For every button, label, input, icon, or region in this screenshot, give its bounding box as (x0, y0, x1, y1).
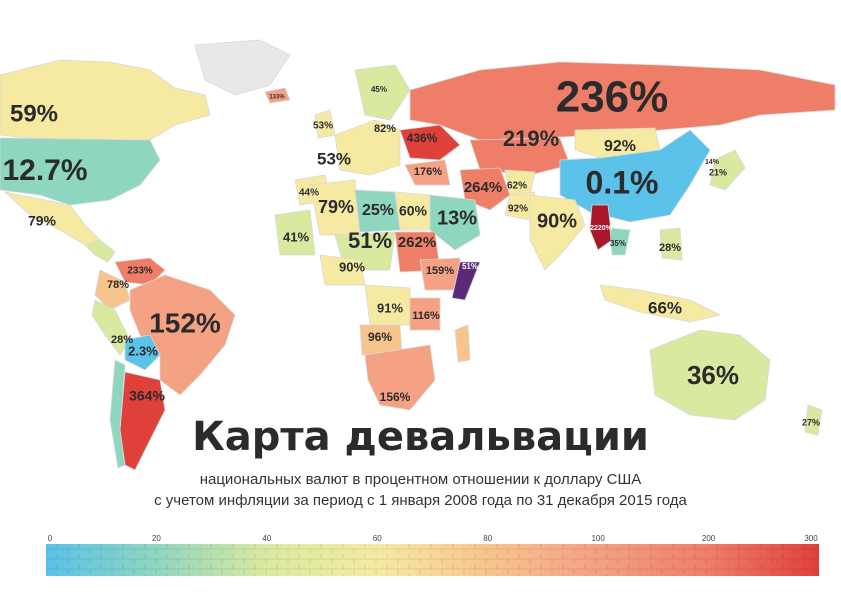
label-algeria: 79% (318, 197, 354, 217)
region-madagascar (454, 324, 471, 363)
label-new-zealand: 27% (802, 417, 820, 427)
region-peru (91, 299, 131, 356)
label-drc: 91% (377, 300, 403, 315)
label-india: 90% (537, 210, 577, 232)
label-south-africa: 156% (380, 390, 411, 404)
region-scandinavia (354, 64, 411, 121)
label-morocco: 44% (299, 188, 319, 199)
label-canada: 59% (10, 100, 58, 127)
label-russia: 236% (556, 73, 669, 122)
region-chile (109, 359, 126, 469)
label-korea: 14% (705, 159, 720, 166)
label-afghanistan: 62% (507, 181, 527, 192)
region-central-america (84, 239, 116, 263)
label-usa: 12.7% (2, 154, 87, 187)
label-nigeria: 90% (339, 259, 365, 274)
label-ukraine: 436% (407, 131, 438, 145)
scale-bar-texture (46, 544, 819, 576)
label-uk: 53% (313, 121, 333, 132)
region-egypt (394, 191, 431, 231)
label-myanmar: 2220% (590, 225, 613, 232)
label-brazil: 152% (149, 307, 221, 338)
region-kazakhstan (469, 137, 571, 176)
region-russia (409, 61, 836, 141)
world-map: 236% 59% 12.7% 79% 152% 364% 2.3% 28% 78… (0, 39, 836, 470)
region-colombia (94, 269, 131, 311)
label-pakistan: 92% (508, 204, 528, 215)
region-iceland (264, 87, 291, 104)
region-china (559, 129, 711, 223)
label-angola: 96% (368, 330, 392, 344)
label-mongolia: 92% (604, 138, 636, 155)
label-iran: 264% (464, 179, 502, 196)
region-brazil (129, 274, 236, 396)
region-somalia (451, 261, 481, 301)
region-philippines (659, 227, 683, 261)
label-peru: 28% (111, 334, 133, 346)
subtitle-line-2: с учетом инфляции за период с 1 января 2… (154, 492, 687, 509)
scale-tick-label: 0 (48, 534, 53, 543)
color-scale-legend: 0 20 40 60 80 100 200 300 (46, 534, 819, 576)
region-australia (649, 329, 771, 421)
label-ethiopia: 159% (426, 265, 454, 277)
subtitle-line-1: национальных валют в процентном отношени… (199, 471, 642, 488)
region-venezuela (114, 257, 166, 286)
label-bolivia: 2.3% (128, 343, 158, 358)
region-indonesia (599, 284, 722, 323)
scale-tick-label: 300 (804, 534, 818, 543)
label-japan: 21% (709, 167, 727, 177)
label-philippines: 28% (659, 242, 681, 254)
scale-tick-label: 60 (373, 534, 382, 543)
label-poland: 82% (374, 123, 396, 135)
label-thailand: 35% (610, 239, 626, 248)
region-india (529, 194, 586, 271)
label-chad: 51% (348, 228, 392, 253)
region-europe (334, 119, 401, 176)
label-saudi-arabia: 13% (437, 207, 477, 229)
label-mexico: 79% (28, 213, 57, 229)
label-belarus: 400% (397, 119, 420, 129)
region-tanzania (409, 297, 441, 331)
label-indonesia: 66% (648, 298, 682, 317)
region-usa (0, 137, 161, 206)
region-greenland (194, 39, 291, 96)
label-sudan: 262% (398, 234, 436, 251)
region-new-zealand (804, 404, 823, 436)
label-turkey: 176% (414, 166, 442, 178)
region-ukraine (399, 124, 461, 161)
scale-tick-label: 80 (483, 534, 492, 543)
country-labels: 236% 59% 12.7% 79% 152% 364% 2.3% 28% 78… (2, 73, 820, 428)
label-egypt: 60% (399, 203, 428, 219)
label-kazakhstan: 219% (503, 126, 559, 151)
label-tanzania: 116% (412, 310, 440, 322)
label-europe: 53% (317, 149, 351, 168)
label-iceland: 133% (269, 95, 285, 101)
label-libya: 25% (362, 202, 394, 219)
scale-tick-labels: 0 20 40 60 80 100 200 300 (48, 534, 818, 543)
scale-tick-label: 100 (591, 534, 605, 543)
scale-tick-label: 20 (152, 534, 161, 543)
region-uk (314, 109, 336, 139)
scale-tick-label: 40 (262, 534, 271, 543)
region-thailand (609, 227, 631, 256)
label-colombia: 78% (107, 279, 129, 291)
region-myanmar (589, 204, 613, 251)
region-turkey (404, 159, 451, 186)
label-venezuela: 233% (127, 266, 153, 277)
region-korea-japan (709, 149, 746, 191)
label-china: 0.1% (586, 164, 659, 200)
label-kenya: 51% (462, 262, 478, 271)
map-title: Карта девальвации (192, 414, 649, 460)
scale-tick-label: 200 (702, 534, 716, 543)
label-australia: 36% (687, 360, 739, 390)
region-bolivia (124, 334, 161, 371)
region-mauritania (274, 209, 316, 256)
label-argentina: 364% (129, 388, 165, 404)
label-mauritania: 41% (283, 229, 309, 244)
region-southern-africa (364, 344, 436, 411)
label-sweden: 45% (371, 85, 387, 94)
